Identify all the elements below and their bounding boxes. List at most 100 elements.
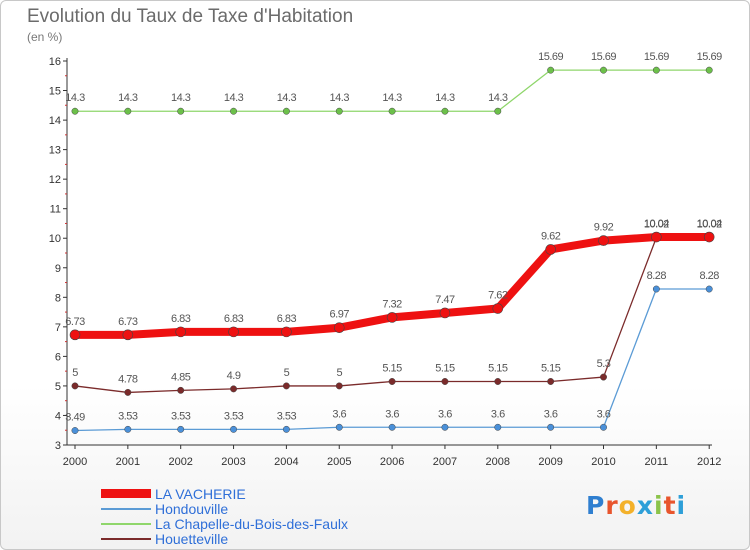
data-label-la-vacherie: 6.83 (171, 313, 191, 325)
data-label-houetteville: 4.78 (118, 373, 138, 385)
y-tick-label: 13 (49, 145, 61, 157)
data-label-la-chapelle-du-bois-des-faulx: 15.69 (644, 51, 669, 63)
x-tick-label: 2011 (645, 456, 669, 468)
y-tick-label: 6 (55, 351, 61, 363)
series-line-la-chapelle-du-bois-des-faulx (74, 69, 710, 112)
data-point-la-chapelle-du-bois-des-faulx (282, 107, 290, 115)
logo-letter: o (618, 491, 637, 520)
x-tick-label: 2006 (380, 456, 404, 468)
data-label-la-vacherie: 7.32 (382, 298, 402, 310)
x-tick-label: 2004 (274, 456, 298, 468)
data-label-la-chapelle-du-bois-des-faulx: 15.69 (538, 51, 563, 63)
legend-swatch (101, 522, 151, 525)
data-point-houetteville (547, 378, 555, 385)
data-label-hondouville: 3.6 (385, 408, 399, 420)
data-label-hondouville: 3.53 (171, 410, 191, 422)
data-point-la-chapelle-du-bois-des-faulx (230, 107, 238, 115)
logo-letter: r (605, 491, 619, 520)
data-label-la-chapelle-du-bois-des-faulx: 14.3 (330, 92, 350, 104)
y-tick-label: 9 (55, 263, 61, 275)
x-tick-label: 2005 (327, 456, 351, 468)
data-point-la-vacherie (281, 326, 292, 338)
data-label-houetteville: 5.3 (597, 358, 611, 370)
data-point-la-vacherie (545, 244, 556, 255)
data-point-hondouville (441, 423, 449, 431)
data-label-la-vacherie: 10.04 (644, 218, 669, 230)
logo-letter: P (586, 491, 606, 520)
data-label-la-vacherie: 6.83 (224, 313, 244, 325)
data-point-houetteville (388, 378, 396, 385)
data-point-houetteville (441, 378, 449, 385)
data-point-hondouville (124, 425, 132, 433)
y-tick-label: 3 (55, 440, 61, 452)
data-point-hondouville (335, 423, 343, 431)
x-tick-label: 2009 (538, 456, 562, 468)
data-label-hondouville: 3.6 (332, 408, 346, 420)
data-label-houetteville: 10.02 (644, 219, 669, 231)
data-label-houetteville: 5.15 (382, 362, 402, 374)
data-point-houetteville (335, 382, 343, 390)
legend-item-hondouville: Hondouville (101, 501, 348, 517)
data-label-la-chapelle-du-bois-des-faulx: 14.3 (224, 92, 244, 104)
legend-swatch (101, 537, 151, 540)
data-label-hondouville: 3.49 (65, 412, 85, 424)
logo-letter: i (654, 491, 664, 520)
y-tick-label: 11 (50, 204, 61, 216)
data-label-la-chapelle-du-bois-des-faulx: 14.3 (118, 92, 138, 104)
data-point-la-vacherie (439, 307, 451, 319)
data-label-houetteville: 5 (284, 367, 290, 379)
data-point-hondouville (230, 425, 238, 433)
data-label-la-vacherie: 7.62 (488, 290, 508, 302)
data-label-hondouville: 3.53 (277, 410, 297, 422)
y-tick-label: 8 (55, 292, 61, 304)
data-point-hondouville (71, 427, 79, 434)
x-tick-label: 2010 (591, 456, 615, 468)
data-label-hondouville: 3.6 (491, 408, 505, 420)
chart-title: Evolution du Taux de Taxe d'Habitation (27, 6, 354, 27)
data-label-la-vacherie: 9.62 (541, 230, 561, 242)
proxiti-logo: Proxiti (586, 491, 686, 520)
legend-swatch (101, 489, 151, 498)
data-point-la-vacherie (492, 303, 504, 314)
logo-letter: x (636, 491, 654, 520)
data-point-la-vacherie (386, 312, 398, 323)
data-label-hondouville: 3.53 (224, 410, 244, 422)
data-point-la-chapelle-du-bois-des-faulx (71, 107, 79, 115)
data-label-houetteville: 10.02 (697, 219, 722, 231)
x-tick-label: 2002 (168, 456, 192, 468)
data-label-hondouville: 3.53 (118, 410, 138, 422)
data-label-houetteville: 4.9 (227, 370, 241, 382)
data-label-la-vacherie: 6.97 (330, 309, 350, 321)
chart-unit-label: (en %) (27, 30, 63, 44)
legend-label: LA VACHERIE (155, 485, 246, 502)
data-point-la-vacherie (703, 231, 715, 243)
y-tick-label: 15 (49, 86, 61, 98)
data-label-hondouville: 3.6 (597, 408, 611, 420)
data-label-hondouville: 8.28 (647, 270, 667, 282)
data-label-hondouville: 8.28 (699, 270, 719, 282)
data-label-la-vacherie: 6.73 (65, 316, 85, 328)
data-label-houetteville: 5.15 (488, 362, 508, 374)
x-tick-label: 2003 (221, 456, 245, 468)
data-point-houetteville (494, 378, 502, 385)
legend-item-la-vacherie: LA VACHERIE (101, 485, 348, 502)
data-point-hondouville (177, 425, 185, 433)
data-label-la-chapelle-du-bois-des-faulx: 14.3 (488, 92, 508, 104)
data-label-la-chapelle-du-bois-des-faulx: 15.69 (591, 51, 616, 63)
data-point-la-vacherie (122, 329, 134, 341)
data-point-la-vacherie (333, 322, 345, 334)
data-point-la-chapelle-du-bois-des-faulx (335, 107, 343, 115)
data-label-hondouville: 3.6 (544, 408, 558, 420)
data-point-la-vacherie (598, 235, 609, 246)
data-label-la-chapelle-du-bois-des-faulx: 14.3 (277, 92, 297, 104)
data-point-houetteville (124, 388, 132, 396)
y-tick-label: 4 (55, 410, 61, 422)
data-point-la-chapelle-du-bois-des-faulx (494, 107, 502, 115)
y-tick-label: 16 (49, 56, 61, 68)
data-point-la-vacherie (69, 329, 81, 341)
data-label-la-chapelle-du-bois-des-faulx: 14.3 (382, 92, 402, 104)
legend-swatch (101, 507, 151, 510)
logo-letter: t (663, 491, 677, 520)
data-point-houetteville (230, 385, 238, 393)
logo-letter: i (676, 491, 687, 520)
